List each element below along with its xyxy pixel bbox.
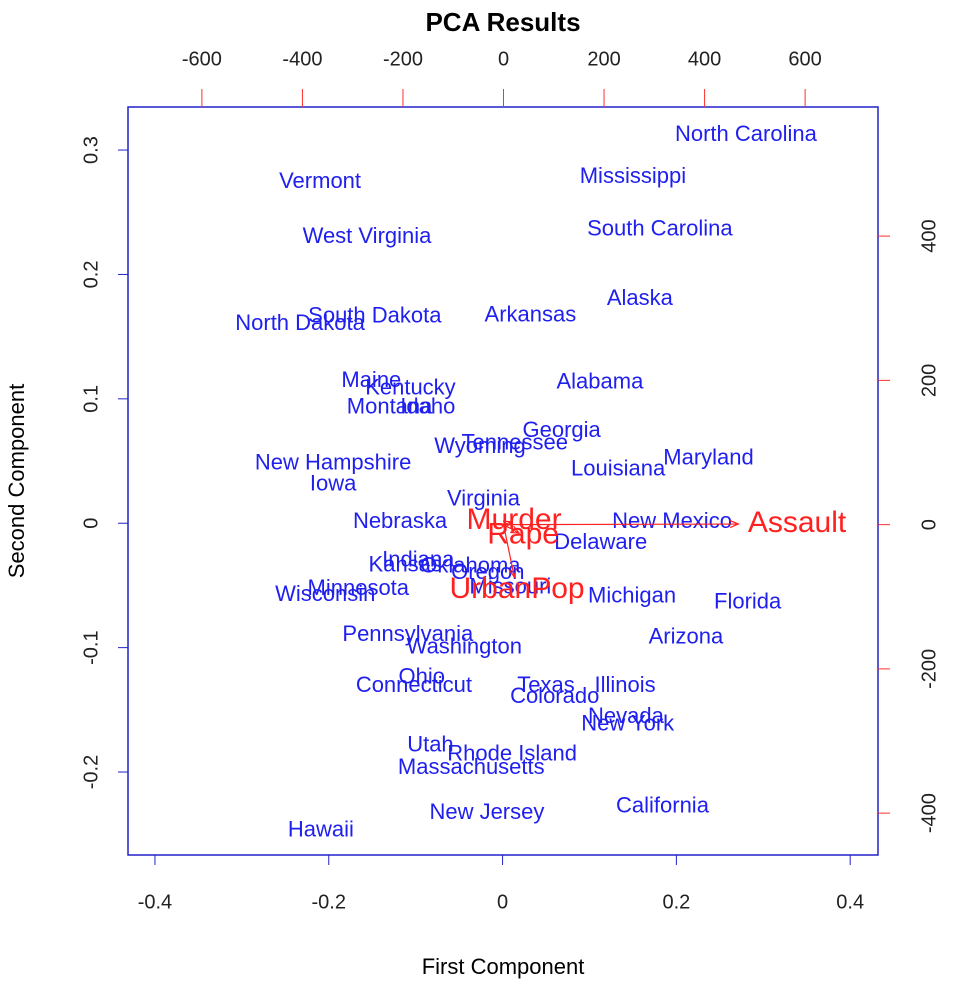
point-label: Texas [517,672,574,697]
point-label: Nevada [588,703,665,728]
y-tick-label: 0.2 [80,261,102,289]
point-label: New Hampshire [255,449,412,474]
point-label: California [616,793,710,818]
x-tick-label: -0.4 [138,891,172,913]
arrow-head [502,520,514,529]
chart-title: PCA Results [425,7,580,37]
point-label: Alabama [556,368,644,393]
y-tick-label: 0.1 [80,385,102,413]
point-label: Maine [341,367,401,392]
point-label: Oregon [451,559,524,584]
x-axis-label: First Component [422,954,585,979]
point-label: Montana [347,393,433,418]
point-label: South Carolina [587,215,733,240]
y-tick-label: 0.3 [80,136,102,164]
point-label: Tennessee [462,429,568,454]
point-label: Virginia [447,485,521,510]
point-label: Connecticut [356,672,472,697]
point-label: Idaho [400,393,455,418]
point-label: South Dakota [308,303,442,328]
loading-arrow [503,523,739,526]
point-label: Vermont [279,168,361,193]
point-label: Michigan [588,582,676,607]
point-label: Rhode Island [447,740,577,765]
point-label: Missouri [469,574,551,599]
loading-arrow [503,524,520,534]
point-label: Minnesota [308,575,410,600]
point-label: New York [581,711,675,736]
y2-tick-label: 400 [918,219,940,252]
x-tick-label: 0.2 [662,891,690,913]
point-label: Ohio [399,663,445,688]
point-label: Washington [407,633,522,658]
x-tick-label: -0.2 [312,891,346,913]
loading-label: UrbanPop [450,572,585,605]
point-label: Louisiana [571,456,666,481]
point-label: Georgia [523,417,602,442]
point-label: Alaska [607,285,674,310]
x2-tick-label: 200 [587,48,620,70]
point-label: Oklahoma [420,553,521,578]
x2-tick-label: -400 [282,48,322,70]
point-label: West Virginia [303,223,433,248]
x2-tick-label: 0 [498,48,509,70]
point-label: Indiana [382,546,455,571]
point-label: Wisconsin [275,581,375,606]
x-tick-label: 0.4 [836,891,864,913]
x-tick-label: 0 [497,891,508,913]
loading-label: Assault [748,506,847,539]
arrow-head [510,525,521,535]
point-label: Maryland [663,444,753,469]
point-label: New Jersey [429,799,544,824]
point-label: Wyoming [434,433,526,458]
point-label: Arkansas [485,301,577,326]
point-label: Utah [407,732,453,757]
loading-arrow [502,524,515,578]
y2-tick-label: 200 [918,364,940,397]
x2-tick-label: 400 [688,48,721,70]
point-label: Hawaii [288,816,354,841]
point-label: Nebraska [353,508,448,533]
point-label: Massachusetts [398,754,545,779]
point-label: New Mexico [612,508,732,533]
point-label: North Carolina [675,121,818,146]
point-label: Arizona [649,623,724,648]
x2-tick-label: 600 [788,48,821,70]
y-tick-label: 0 [80,518,102,529]
y2-tick-label: -400 [918,793,940,833]
point-label: Illinois [595,672,656,697]
x2-tick-label: -200 [383,48,423,70]
point-label: Delaware [554,529,647,554]
y-tick-label: -0.1 [80,630,102,664]
point-label: Mississippi [580,163,686,188]
point-label: Kentucky [365,375,456,400]
point-label: Iowa [310,470,357,495]
point-label: Pennsylvania [342,621,474,646]
point-label: North Dakota [235,310,365,335]
arrow-head [508,568,517,579]
y-tick-label: -0.2 [80,755,102,789]
x2-tick-label: -600 [182,48,222,70]
loading-label: Rape [487,517,559,550]
arrow-head [729,520,740,529]
y-axis-label: Second Component [4,384,29,578]
y2-tick-label: -200 [918,649,940,689]
y2-tick-label: 0 [918,519,940,530]
point-label: Colorado [510,683,599,708]
point-label: Florida [714,589,782,614]
point-label: Kansas [369,551,442,576]
